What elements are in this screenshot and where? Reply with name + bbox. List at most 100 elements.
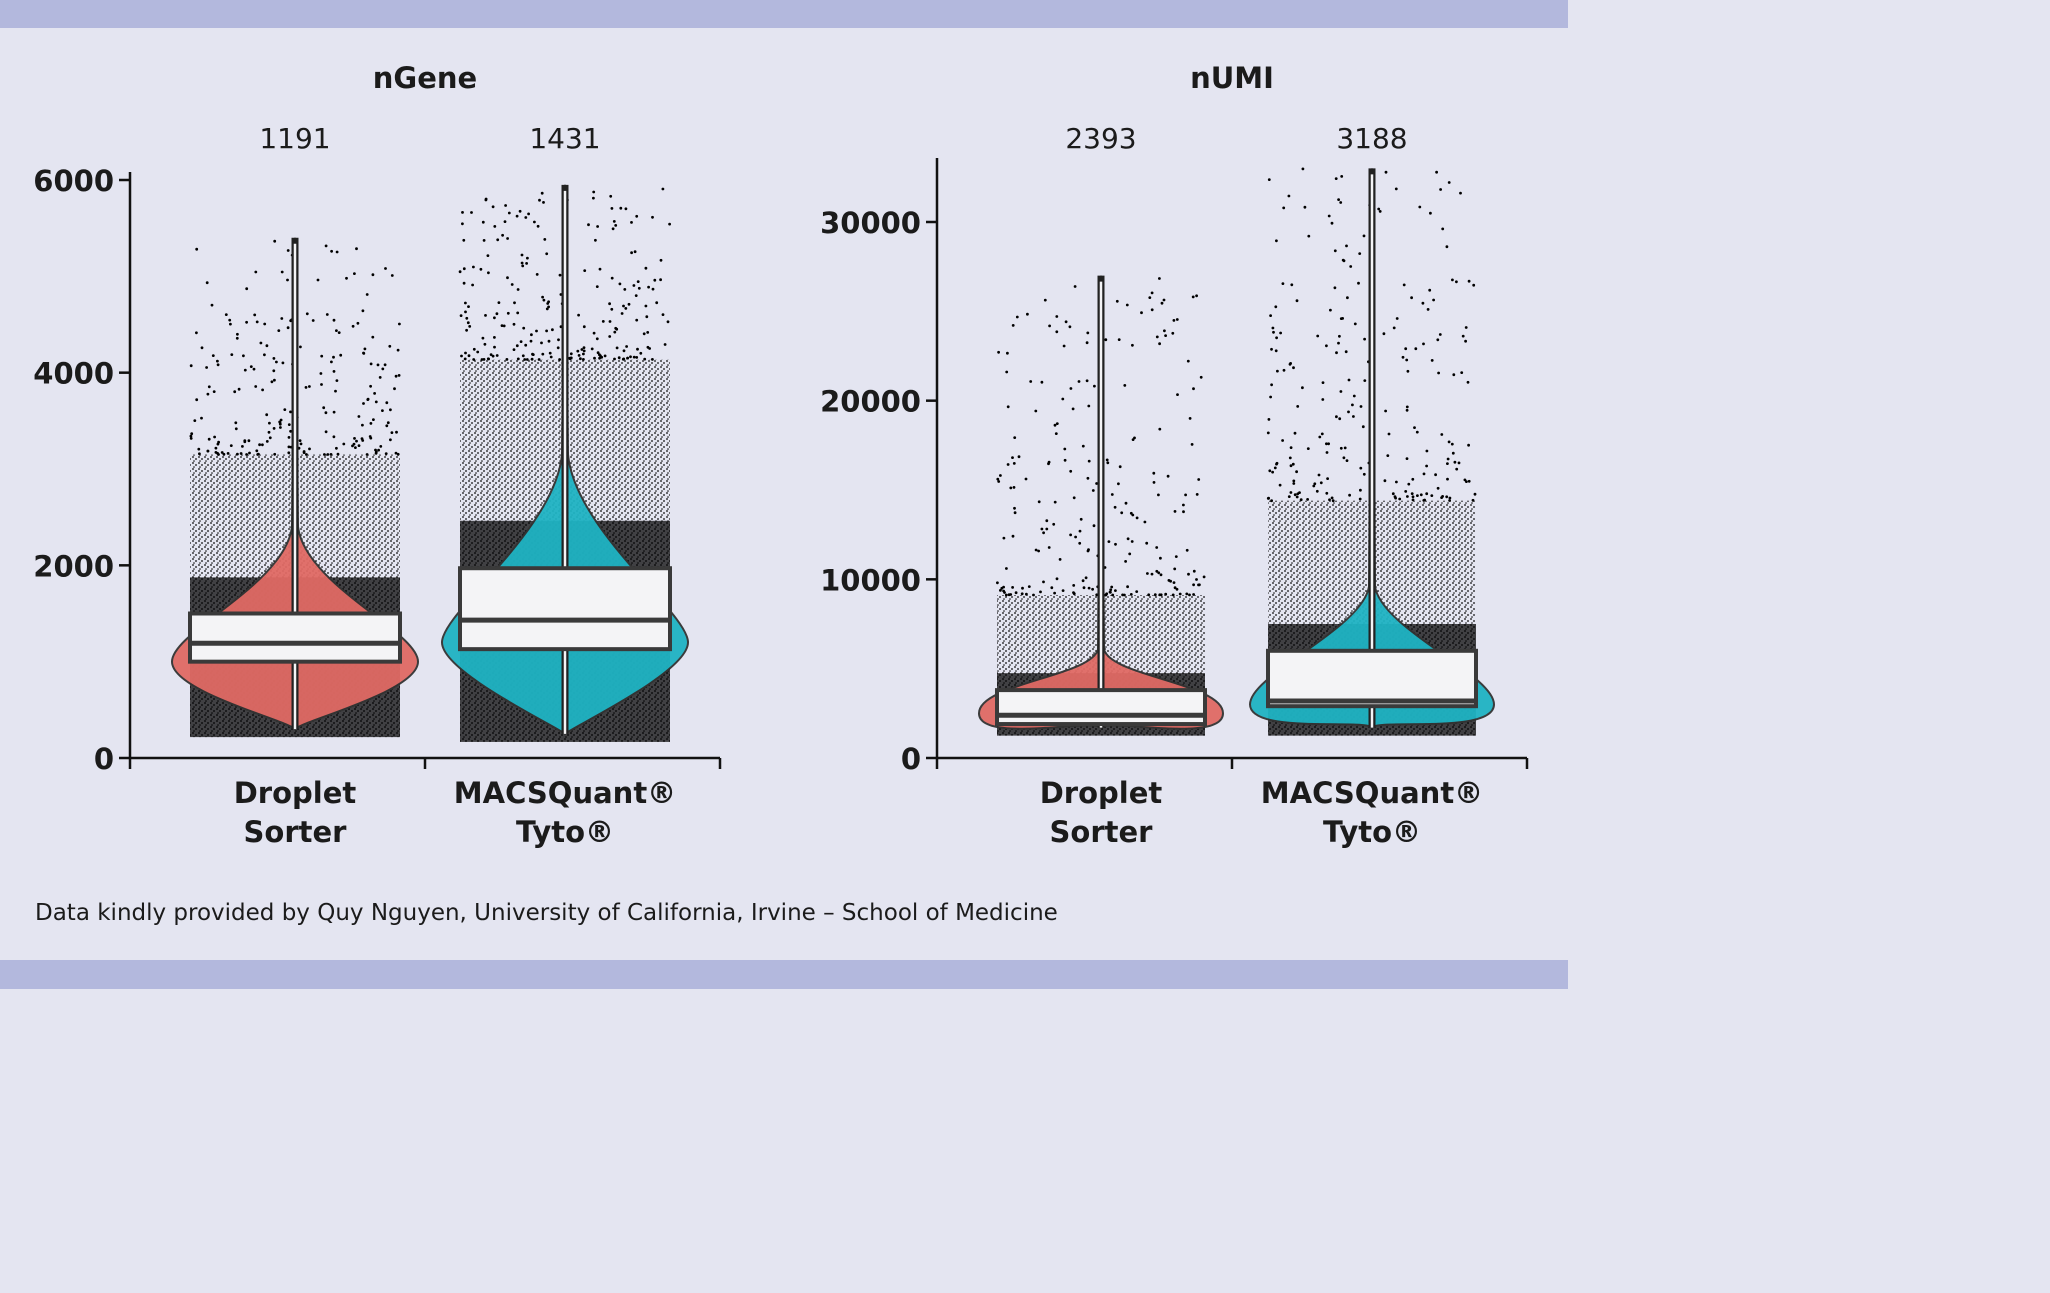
scatter-point (229, 444, 233, 447)
scatter-point (668, 222, 671, 226)
scatter-point (385, 401, 389, 405)
scatter-point (1292, 366, 1295, 370)
scatter-point (600, 355, 604, 359)
scatter-point (1104, 593, 1108, 597)
scatter-point (663, 343, 667, 346)
scatter-point (626, 356, 629, 360)
violin-marks (977, 167, 1496, 736)
scatter-point (381, 367, 385, 371)
scatter-point (195, 247, 199, 251)
scatter-point (308, 447, 311, 451)
scatter-point (1011, 534, 1015, 538)
scatter-point (1095, 593, 1099, 597)
scatter-point (558, 273, 562, 277)
scatter-point (255, 449, 259, 453)
scatter-point (383, 363, 387, 367)
scatter-point (275, 360, 278, 364)
scatter-point (1345, 459, 1349, 462)
scatter-point (1195, 294, 1198, 298)
scatter-point (1282, 206, 1286, 210)
scatter-point (529, 339, 533, 343)
scatter-point (220, 451, 224, 454)
scatter-point (1147, 593, 1151, 597)
scatter-point (1428, 288, 1432, 292)
scatter-point (1450, 442, 1454, 446)
scatter-point (635, 214, 639, 218)
scatter-point (1153, 593, 1157, 597)
scatter-point (1406, 369, 1410, 373)
scatter-point (1325, 451, 1329, 454)
scatter-point (281, 361, 285, 365)
scatter-point (1157, 493, 1160, 497)
scatter-point (1391, 492, 1395, 496)
scatter-point (1104, 338, 1108, 342)
scatter-point (287, 436, 291, 439)
scatter-point (1032, 593, 1035, 597)
chart-title: nGene (373, 61, 477, 95)
scatter-point (464, 310, 467, 314)
scatter-point (533, 220, 536, 224)
scatter-point (298, 439, 302, 442)
scatter-point (1171, 593, 1175, 597)
scatter-point (1055, 330, 1059, 334)
scatter-point (357, 444, 361, 447)
scatter-point (1087, 404, 1091, 408)
scatter-point (527, 212, 530, 216)
scatter-point (644, 266, 648, 270)
scatter-point (1195, 578, 1198, 581)
scatter-point (506, 311, 510, 315)
scatter-point (653, 278, 657, 282)
scatter-point (1074, 535, 1077, 539)
scatter-point (1292, 482, 1296, 485)
scatter-point (1463, 478, 1467, 482)
scatter-point (547, 305, 550, 309)
scatter-point (1405, 358, 1409, 362)
scatter-point (551, 328, 554, 332)
scatter-point (1152, 481, 1156, 484)
scatter-point (1006, 405, 1010, 409)
scatter-point (1387, 432, 1391, 436)
scatter-point (1331, 499, 1335, 503)
scatter-point (1340, 175, 1344, 178)
scatter-point (1085, 379, 1089, 383)
scatter-point (355, 439, 358, 443)
scatter-point (1347, 410, 1350, 414)
scatter-point (486, 254, 490, 257)
scatter-point (353, 272, 356, 275)
scatter-point (1009, 486, 1013, 490)
scatter-point (1430, 359, 1434, 362)
scatter-point (1005, 370, 1009, 374)
scatter-point (590, 347, 594, 351)
scatter-point (1295, 299, 1299, 303)
scatter-point (200, 346, 204, 350)
scatter-point (386, 421, 390, 425)
scatter-point (484, 314, 487, 317)
scatter-point (1186, 359, 1190, 363)
scatter-point (1438, 333, 1442, 336)
scatter-point (1317, 473, 1321, 477)
scatter-point (1158, 427, 1162, 431)
scatter-point (635, 356, 639, 359)
scatter-point (278, 422, 282, 426)
scatter-point (1346, 296, 1349, 300)
scatter-point (1384, 409, 1387, 413)
scatter-point (1123, 384, 1127, 387)
scatter-point (258, 443, 261, 447)
scatter-point (1173, 510, 1177, 513)
scatter-point (1337, 198, 1340, 202)
scatter-point (541, 295, 544, 299)
scatter-point (1421, 301, 1425, 305)
scatter-point (236, 332, 239, 336)
scatter-point (1175, 587, 1179, 591)
scatter-point (479, 267, 483, 271)
scatter-point (1043, 298, 1047, 302)
scatter-point (459, 314, 463, 317)
scatter-point (1358, 497, 1362, 501)
scatter-point (1160, 301, 1164, 305)
scatter-point (1448, 499, 1451, 502)
scatter-point (1325, 442, 1328, 446)
scatter-point (614, 224, 618, 227)
scatter-point (1407, 482, 1411, 486)
scatter-point (1150, 308, 1154, 312)
scatter-point (305, 453, 308, 456)
